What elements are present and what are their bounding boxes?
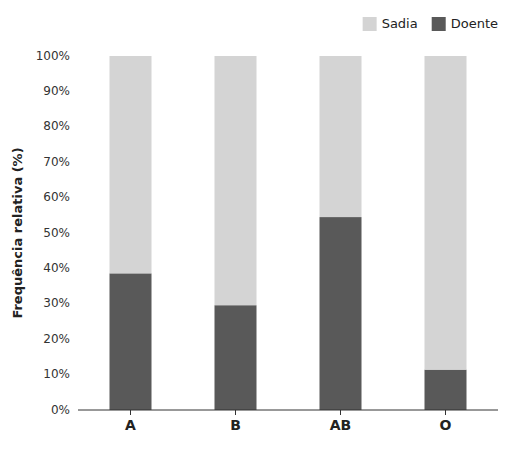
x-tick <box>130 410 131 415</box>
x-tick-label: O <box>440 417 452 433</box>
x-tick-label: AB <box>330 417 352 433</box>
legend-label: Sadia <box>382 16 418 31</box>
x-tick-label: B <box>230 417 241 433</box>
y-tick-label: 10% <box>43 367 70 381</box>
bars <box>110 56 467 410</box>
bar <box>320 56 362 217</box>
bar <box>425 370 467 410</box>
x-axis-line <box>78 410 498 411</box>
chart: 0% 10% 20% 30% 40% 50% 60% 70% 80% 90% 100% Frequên… <box>0 0 514 454</box>
y-tick-label: 50% <box>43 226 70 240</box>
y-tick-label: 60% <box>43 190 70 204</box>
y-axis-label: Frequência relativa (%) <box>10 147 25 318</box>
chart-container: 0% 10% 20% 30% 40% 50% 60% 70% 80% 90% 100% Frequên… <box>0 0 514 454</box>
bar <box>215 56 257 305</box>
x-tick-label: A <box>125 417 136 433</box>
legend-swatch <box>363 17 377 31</box>
y-tick-label: 100% <box>36 49 70 63</box>
x-tick <box>340 410 341 415</box>
y-tick-label: 70% <box>43 155 70 169</box>
x-tick <box>235 410 236 415</box>
y-tick-label: 0% <box>51 403 70 417</box>
y-tick-label: 90% <box>43 84 70 98</box>
x-tick <box>445 410 446 415</box>
legend: Sadia Doente <box>363 16 498 32</box>
bar <box>110 56 152 273</box>
y-tick-label: 20% <box>43 332 70 346</box>
legend-swatch <box>432 17 446 31</box>
bar <box>215 305 257 410</box>
y-tick-label: 40% <box>43 261 70 275</box>
legend-label: Doente <box>451 16 498 31</box>
bar <box>110 273 152 410</box>
bar <box>320 217 362 410</box>
bar <box>425 56 467 370</box>
y-tick-label: 80% <box>43 119 70 133</box>
y-tick-label: 30% <box>43 296 70 310</box>
